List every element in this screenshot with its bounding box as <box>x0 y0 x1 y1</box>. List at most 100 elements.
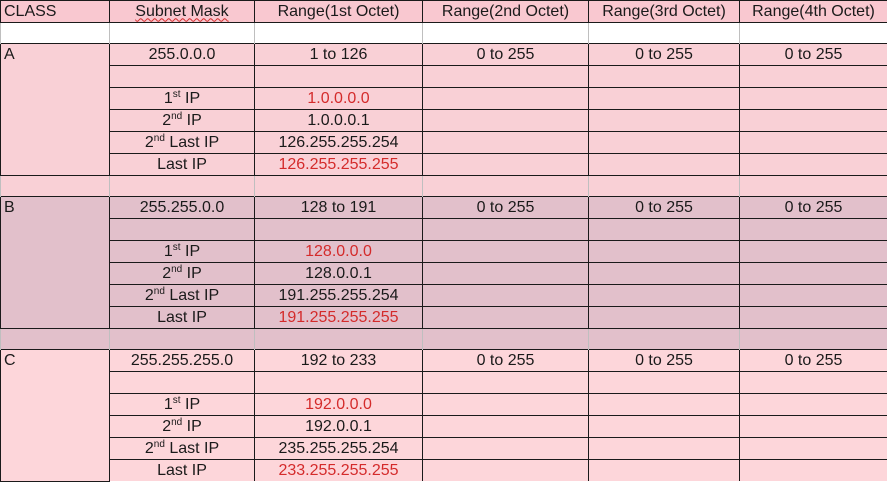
empty-cell[interactable] <box>588 153 740 176</box>
empty-cell[interactable] <box>109 218 255 241</box>
range-2nd-octet-cell[interactable]: 0 to 255 <box>422 196 589 219</box>
first-ip-label[interactable]: 1st IP <box>109 393 255 416</box>
range-2nd-octet-cell[interactable]: 0 to 255 <box>422 43 589 66</box>
header-range-2nd-octet[interactable]: Range(2nd Octet) <box>422 0 589 23</box>
second-ip-value[interactable]: 1.0.0.0.1 <box>254 109 423 132</box>
header-range-3rd-octet[interactable]: Range(3rd Octet) <box>588 0 740 23</box>
second-ip-label[interactable]: 2nd IP <box>109 415 255 438</box>
first-ip-label[interactable]: 1st IP <box>109 240 255 263</box>
spacer-cell[interactable] <box>588 328 740 350</box>
empty-cell[interactable] <box>109 371 255 394</box>
second-last-ip-label[interactable]: 2nd Last IP <box>109 284 255 307</box>
empty-cell[interactable] <box>739 131 887 154</box>
empty-cell[interactable] <box>422 131 589 154</box>
second-ip-label[interactable]: 2nd IP <box>109 262 255 285</box>
empty-cell[interactable] <box>588 459 740 481</box>
empty-cell[interactable] <box>588 109 740 132</box>
empty-cell[interactable] <box>422 65 589 88</box>
range-4th-octet-cell[interactable]: 0 to 255 <box>739 196 887 219</box>
empty-cell[interactable] <box>588 87 740 110</box>
last-ip-label[interactable]: Last IP <box>109 459 255 481</box>
empty-cell[interactable] <box>588 218 740 241</box>
empty-cell[interactable] <box>422 437 589 460</box>
second-last-ip-value[interactable]: 235.255.255.254 <box>254 437 423 460</box>
range-4th-octet-cell[interactable]: 0 to 255 <box>739 349 887 372</box>
last-ip-label[interactable]: Last IP <box>109 153 255 176</box>
empty-cell[interactable] <box>254 65 423 88</box>
empty-cell[interactable] <box>739 218 887 241</box>
empty-cell[interactable] <box>422 393 589 416</box>
empty-cell[interactable] <box>422 415 589 438</box>
first-ip-value[interactable]: 128.0.0.0 <box>254 240 423 263</box>
spacer-cell[interactable] <box>422 175 589 197</box>
class-label[interactable]: C <box>0 349 110 482</box>
second-last-ip-label[interactable]: 2nd Last IP <box>109 437 255 460</box>
spacer-cell[interactable] <box>739 175 887 197</box>
range-1st-octet-cell[interactable]: 192 to 233 <box>254 349 423 372</box>
empty-cell[interactable] <box>588 65 740 88</box>
range-1st-octet-cell[interactable]: 128 to 191 <box>254 196 423 219</box>
spacer-cell[interactable] <box>739 22 887 44</box>
second-last-ip-label[interactable]: 2nd Last IP <box>109 131 255 154</box>
empty-cell[interactable] <box>739 153 887 176</box>
empty-cell[interactable] <box>588 437 740 460</box>
first-ip-value[interactable]: 192.0.0.0 <box>254 393 423 416</box>
last-ip-label[interactable]: Last IP <box>109 306 255 329</box>
empty-cell[interactable] <box>422 87 589 110</box>
empty-cell[interactable] <box>588 284 740 307</box>
second-last-ip-value[interactable]: 191.255.255.254 <box>254 284 423 307</box>
empty-cell[interactable] <box>422 284 589 307</box>
empty-cell[interactable] <box>422 218 589 241</box>
second-last-ip-value[interactable]: 126.255.255.254 <box>254 131 423 154</box>
empty-cell[interactable] <box>739 459 887 481</box>
range-3rd-octet-cell[interactable]: 0 to 255 <box>588 349 740 372</box>
range-3rd-octet-cell[interactable]: 0 to 255 <box>588 43 740 66</box>
empty-cell[interactable] <box>588 371 740 394</box>
last-ip-value[interactable]: 126.255.255.255 <box>254 153 423 176</box>
spacer-cell[interactable] <box>254 328 423 350</box>
header-class[interactable]: CLASS <box>0 0 110 23</box>
empty-cell[interactable] <box>739 87 887 110</box>
range-2nd-octet-cell[interactable]: 0 to 255 <box>422 349 589 372</box>
first-ip-label[interactable]: 1st IP <box>109 87 255 110</box>
empty-cell[interactable] <box>739 65 887 88</box>
empty-cell[interactable] <box>254 371 423 394</box>
spacer-cell[interactable] <box>422 22 589 44</box>
header-subnet-mask[interactable]: Subnet Mask <box>109 0 255 23</box>
empty-cell[interactable] <box>422 459 589 481</box>
spacer-cell[interactable] <box>0 22 110 44</box>
empty-cell[interactable] <box>422 262 589 285</box>
class-label[interactable]: A <box>0 43 110 176</box>
header-range-4th-octet[interactable]: Range(4th Octet) <box>739 0 887 23</box>
empty-cell[interactable] <box>588 262 740 285</box>
empty-cell[interactable] <box>422 109 589 132</box>
empty-cell[interactable] <box>739 284 887 307</box>
header-range-1st-octet[interactable]: Range(1st Octet) <box>254 0 423 23</box>
subnet-mask-cell[interactable]: 255.255.0.0 <box>109 196 255 219</box>
empty-cell[interactable] <box>422 371 589 394</box>
second-ip-label[interactable]: 2nd IP <box>109 109 255 132</box>
empty-cell[interactable] <box>588 393 740 416</box>
spacer-cell[interactable] <box>0 175 110 197</box>
empty-cell[interactable] <box>739 306 887 329</box>
spacer-cell[interactable] <box>0 328 110 350</box>
last-ip-value[interactable]: 233.255.255.255 <box>254 459 423 481</box>
empty-cell[interactable] <box>588 415 740 438</box>
second-ip-value[interactable]: 128.0.0.1 <box>254 262 423 285</box>
range-4th-octet-cell[interactable]: 0 to 255 <box>739 43 887 66</box>
empty-cell[interactable] <box>254 218 423 241</box>
empty-cell[interactable] <box>739 262 887 285</box>
range-1st-octet-cell[interactable]: 1 to 126 <box>254 43 423 66</box>
empty-cell[interactable] <box>422 306 589 329</box>
range-3rd-octet-cell[interactable]: 0 to 255 <box>588 196 740 219</box>
empty-cell[interactable] <box>422 240 589 263</box>
empty-cell[interactable] <box>739 393 887 416</box>
second-ip-value[interactable]: 192.0.0.1 <box>254 415 423 438</box>
empty-cell[interactable] <box>739 240 887 263</box>
spacer-cell[interactable] <box>422 328 589 350</box>
spacer-cell[interactable] <box>739 328 887 350</box>
spacer-cell[interactable] <box>588 22 740 44</box>
subnet-mask-cell[interactable]: 255.255.255.0 <box>109 349 255 372</box>
empty-cell[interactable] <box>739 415 887 438</box>
class-label[interactable]: B <box>0 196 110 329</box>
